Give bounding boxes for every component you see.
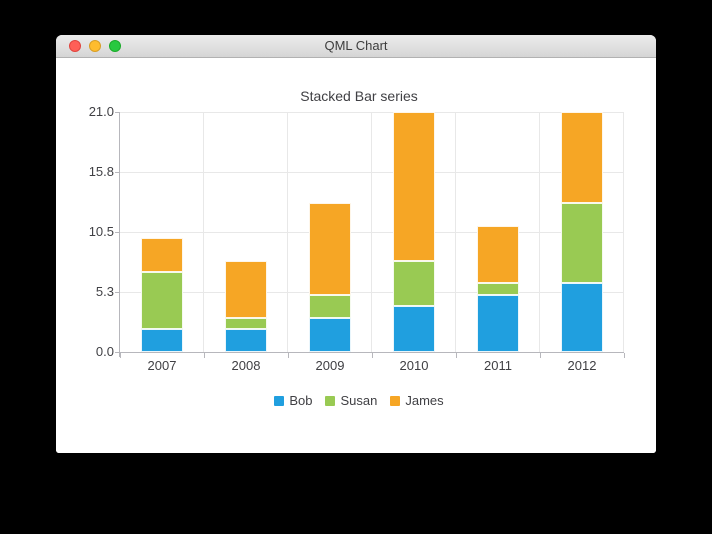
title-bar[interactable]: QML Chart (56, 35, 656, 58)
window-title: QML Chart (324, 38, 388, 53)
y-axis-tick (115, 112, 120, 113)
bar-segment-bob-2007[interactable] (141, 329, 183, 352)
vertical-gridline (623, 112, 624, 352)
bar-segment-bob-2009[interactable] (309, 317, 351, 352)
legend-marker-james-icon (390, 396, 401, 406)
stacked-bar-2007 (141, 237, 183, 352)
x-axis-category-label: 2010 (399, 358, 429, 373)
bar-segment-susan-2011[interactable] (477, 283, 519, 295)
bar-segment-susan-2008[interactable] (225, 317, 267, 330)
x-axis-tick (624, 353, 625, 358)
vertical-gridline (539, 112, 540, 352)
bar-segment-bob-2008[interactable] (225, 329, 267, 352)
close-button[interactable] (69, 40, 81, 52)
horizontal-gridline (120, 232, 624, 233)
legend-label: Bob (289, 393, 313, 408)
vertical-gridline (203, 112, 204, 352)
y-axis-line (119, 112, 120, 357)
legend-item-bob[interactable]: Bob (274, 393, 312, 409)
bar-segment-james-2009[interactable] (309, 203, 351, 295)
bar-segment-james-2008[interactable] (225, 260, 267, 318)
x-axis-tick (204, 353, 205, 358)
bar-segment-james-2012[interactable] (561, 112, 603, 204)
x-axis-line (115, 352, 624, 353)
x-axis-category-label: 2011 (484, 358, 512, 373)
y-axis-tick (115, 292, 120, 293)
chart-view: Stacked Bar series 21.0 15.8 10.5 5.3 0.0 20… (56, 58, 656, 453)
stacked-bar-2012 (561, 112, 603, 352)
stacked-bar-2008 (225, 260, 267, 352)
x-axis-tick (372, 353, 373, 358)
horizontal-gridline (120, 112, 624, 113)
x-axis-category-label: 2009 (315, 358, 345, 373)
legend-item-susan[interactable]: Susan (325, 393, 377, 409)
plot-area (120, 112, 624, 352)
bar-segment-bob-2011[interactable] (477, 294, 519, 352)
legend-label: James (405, 393, 444, 408)
legend: Bob Susan James (62, 393, 656, 409)
stacked-bar-2010 (393, 112, 435, 352)
x-axis-tick (120, 353, 121, 358)
x-axis-category-label: 2012 (567, 358, 597, 373)
bar-segment-susan-2009[interactable] (309, 294, 351, 318)
bar-segment-bob-2012[interactable] (561, 283, 603, 352)
bar-segment-james-2007[interactable] (141, 237, 183, 273)
bar-segment-susan-2010[interactable] (393, 260, 435, 307)
bar-segment-bob-2010[interactable] (393, 306, 435, 352)
vertical-gridline (287, 112, 288, 352)
legend-marker-bob-icon (274, 396, 285, 406)
minimize-button[interactable] (89, 40, 101, 52)
x-axis-tick (456, 353, 457, 358)
chart-title: Stacked Bar series (300, 88, 418, 104)
x-axis-category-label: 2008 (231, 358, 261, 373)
stacked-bar-2009 (309, 203, 351, 352)
horizontal-gridline (120, 292, 624, 293)
bar-segment-james-2011[interactable] (477, 226, 519, 284)
vertical-gridline (455, 112, 456, 352)
y-axis-tick-label: 10.5 (88, 224, 114, 239)
stacked-bar-2011 (477, 226, 519, 352)
bar-segment-susan-2012[interactable] (561, 203, 603, 284)
horizontal-gridline (120, 172, 624, 173)
vertical-gridline (371, 112, 372, 352)
x-axis-tick (288, 353, 289, 358)
y-axis-tick-label: 15.8 (88, 164, 114, 179)
legend-item-james[interactable]: James (390, 393, 444, 409)
y-axis-tick-label: 5.3 (95, 284, 114, 299)
y-axis-tick (115, 172, 120, 173)
x-axis-tick (540, 353, 541, 358)
legend-label: Susan (340, 393, 378, 408)
app-window: QML Chart Stacked Bar series 21.0 15.8 10.… (56, 35, 656, 453)
y-axis-tick (115, 352, 120, 353)
traffic-light-buttons (69, 40, 121, 52)
x-axis-category-label: 2007 (147, 358, 177, 373)
y-axis-tick-label: 21.0 (88, 104, 114, 119)
y-axis-tick-label: 0.0 (95, 344, 114, 359)
bar-segment-susan-2007[interactable] (141, 272, 183, 330)
zoom-button[interactable] (109, 40, 121, 52)
legend-marker-susan-icon (325, 396, 336, 406)
y-axis-tick (115, 232, 120, 233)
bar-segment-james-2010[interactable] (393, 112, 435, 261)
